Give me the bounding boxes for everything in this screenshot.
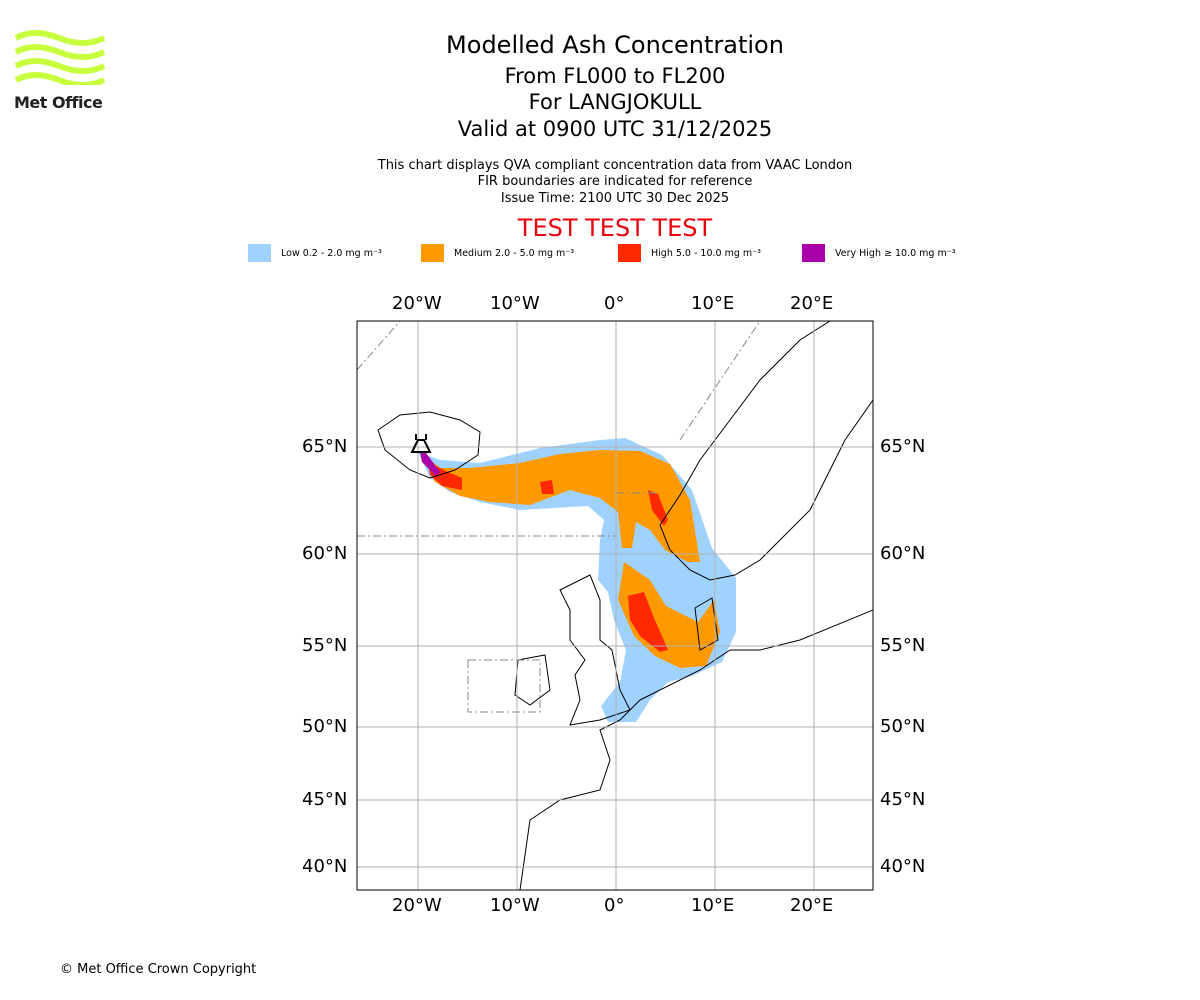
lon-tick-bottom: 10°E <box>691 895 735 916</box>
chart-title: Modelled Ash Concentration <box>446 31 784 59</box>
copyright: © Met Office Crown Copyright <box>60 962 257 977</box>
graticule <box>357 321 873 890</box>
ash-plume-very-high <box>420 451 440 476</box>
lat-tick-left: 65°N <box>302 436 348 457</box>
volcano-icon <box>410 434 432 453</box>
legend-item-medium: Medium 2.0 - 5.0 mg m⁻³ <box>421 244 574 262</box>
met-office-logo: Met Office <box>14 30 109 112</box>
lat-tick-right: 45°N <box>880 789 926 810</box>
lat-tick-right: 60°N <box>880 543 926 564</box>
lon-tick-top: 0° <box>604 293 625 314</box>
lon-tick-top: 20°W <box>392 293 442 314</box>
issue-time: Issue Time: 2100 UTC 30 Dec 2025 <box>500 191 730 206</box>
lat-tick-right: 65°N <box>880 436 926 457</box>
fir-boundaries <box>357 321 761 801</box>
lat-tick-right: 40°N <box>880 856 926 877</box>
lat-tick-left: 40°N <box>302 856 348 877</box>
map-frame <box>356 320 874 891</box>
lat-tick-left: 55°N <box>302 635 348 656</box>
lon-tick-top: 20°E <box>790 293 834 314</box>
lon-tick-bottom: 10°W <box>490 895 540 916</box>
coastlines <box>377 321 873 890</box>
subtitle-line2: FIR boundaries are indicated for referen… <box>477 174 753 189</box>
test-banner: TEST TEST TEST <box>517 214 713 242</box>
lon-tick-top: 10°W <box>490 293 540 314</box>
lon-tick-bottom: 20°E <box>790 895 834 916</box>
ash-plume-medium <box>420 450 720 668</box>
lat-tick-left: 60°N <box>302 543 348 564</box>
lon-tick-top: 10°E <box>691 293 735 314</box>
valid-time: Valid at 0900 UTC 31/12/2025 <box>457 117 773 141</box>
logo-waves-icon <box>14 30 106 88</box>
volcano-name: For LANGJOKULL <box>528 90 702 114</box>
legend-item-high: High 5.0 - 10.0 mg m⁻³ <box>618 244 761 262</box>
lat-tick-right: 55°N <box>880 635 926 656</box>
lat-tick-left: 50°N <box>302 716 348 737</box>
legend-item-very-high: Very High ≥ 10.0 mg m⁻³ <box>802 244 956 262</box>
lat-tick-left: 45°N <box>302 789 348 810</box>
logo-text: Met Office <box>14 93 103 112</box>
lon-tick-bottom: 20°W <box>392 895 442 916</box>
subtitle-line1: This chart displays QVA compliant concen… <box>377 158 853 173</box>
lat-tick-right: 50°N <box>880 716 926 737</box>
lon-tick-bottom: 0° <box>604 895 625 916</box>
legend-item-low: Low 0.2 - 2.0 mg m⁻³ <box>248 244 382 262</box>
flight-levels: From FL000 to FL200 <box>504 64 726 88</box>
